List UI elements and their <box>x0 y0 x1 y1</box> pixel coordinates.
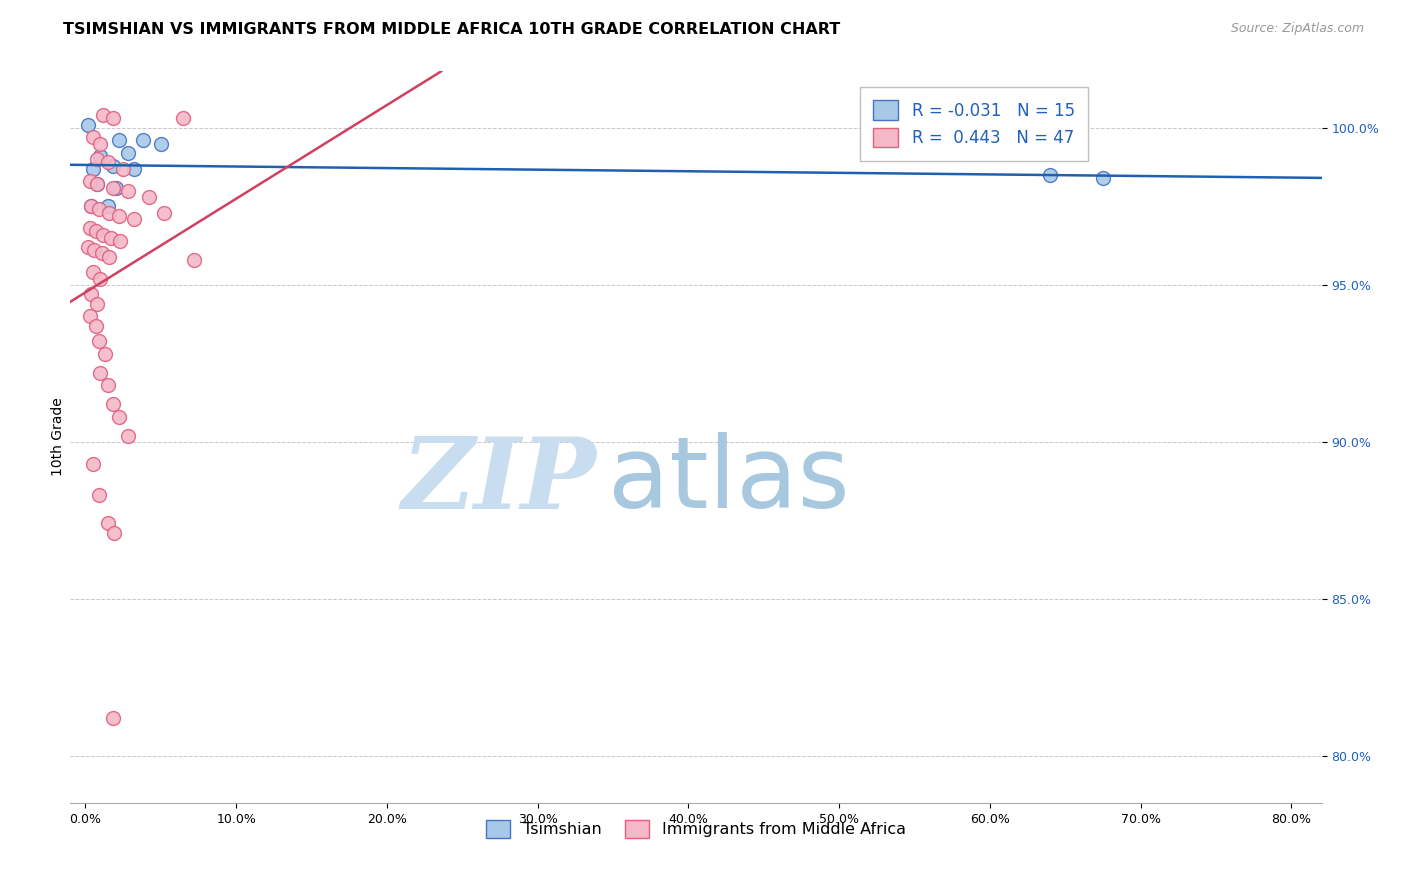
Point <box>97 378 120 392</box>
Point <box>83 244 105 258</box>
Point <box>80 199 103 213</box>
Point <box>87 334 110 349</box>
Point <box>107 209 129 223</box>
Point <box>82 265 104 279</box>
Point <box>122 211 145 226</box>
Point <box>84 318 107 333</box>
Point <box>86 296 108 310</box>
Point <box>86 153 108 167</box>
Point <box>89 136 111 151</box>
Point <box>104 180 127 194</box>
Point <box>138 190 160 204</box>
Point <box>101 711 124 725</box>
Point <box>97 155 120 169</box>
Point <box>94 347 117 361</box>
Point <box>172 112 194 126</box>
Point <box>1039 168 1062 182</box>
Point <box>86 178 108 192</box>
Point <box>131 133 153 147</box>
Point <box>183 252 205 267</box>
Point <box>89 149 111 163</box>
Point <box>117 184 139 198</box>
Point <box>103 525 125 540</box>
Point <box>79 310 101 324</box>
Point <box>100 231 122 245</box>
Text: ZIP: ZIP <box>401 433 596 529</box>
Point <box>97 199 120 213</box>
Point <box>77 240 100 254</box>
Point <box>101 159 124 173</box>
Point <box>108 234 131 248</box>
Point <box>152 205 174 219</box>
Point <box>82 161 104 176</box>
Point <box>112 161 135 176</box>
Text: Source: ZipAtlas.com: Source: ZipAtlas.com <box>1230 22 1364 36</box>
Point <box>98 205 121 219</box>
Point <box>117 146 139 161</box>
Legend: Tsimshian, Immigrants from Middle Africa: Tsimshian, Immigrants from Middle Africa <box>478 812 914 846</box>
Text: TSIMSHIAN VS IMMIGRANTS FROM MIDDLE AFRICA 10TH GRADE CORRELATION CHART: TSIMSHIAN VS IMMIGRANTS FROM MIDDLE AFRI… <box>63 22 841 37</box>
Point <box>101 397 124 411</box>
Point <box>86 178 108 192</box>
Point <box>98 250 121 264</box>
Point <box>80 199 103 213</box>
Point <box>93 227 115 242</box>
Point <box>149 136 172 151</box>
Point <box>101 180 124 194</box>
Point <box>79 221 101 235</box>
Point <box>107 133 129 147</box>
Point <box>97 516 120 531</box>
Point <box>93 108 115 122</box>
Point <box>77 118 100 132</box>
Point <box>117 428 139 442</box>
Point <box>107 409 129 424</box>
Point <box>89 366 111 380</box>
Point <box>79 174 101 188</box>
Point <box>1092 171 1115 186</box>
Point <box>80 287 103 301</box>
Point <box>82 457 104 471</box>
Y-axis label: 10th Grade: 10th Grade <box>51 398 65 476</box>
Point <box>122 161 145 176</box>
Point <box>87 202 110 217</box>
Point <box>84 224 107 238</box>
Point <box>91 246 114 260</box>
Text: atlas: atlas <box>609 433 851 530</box>
Point <box>87 488 110 502</box>
Point <box>89 271 111 285</box>
Point <box>82 130 104 145</box>
Point <box>101 112 124 126</box>
